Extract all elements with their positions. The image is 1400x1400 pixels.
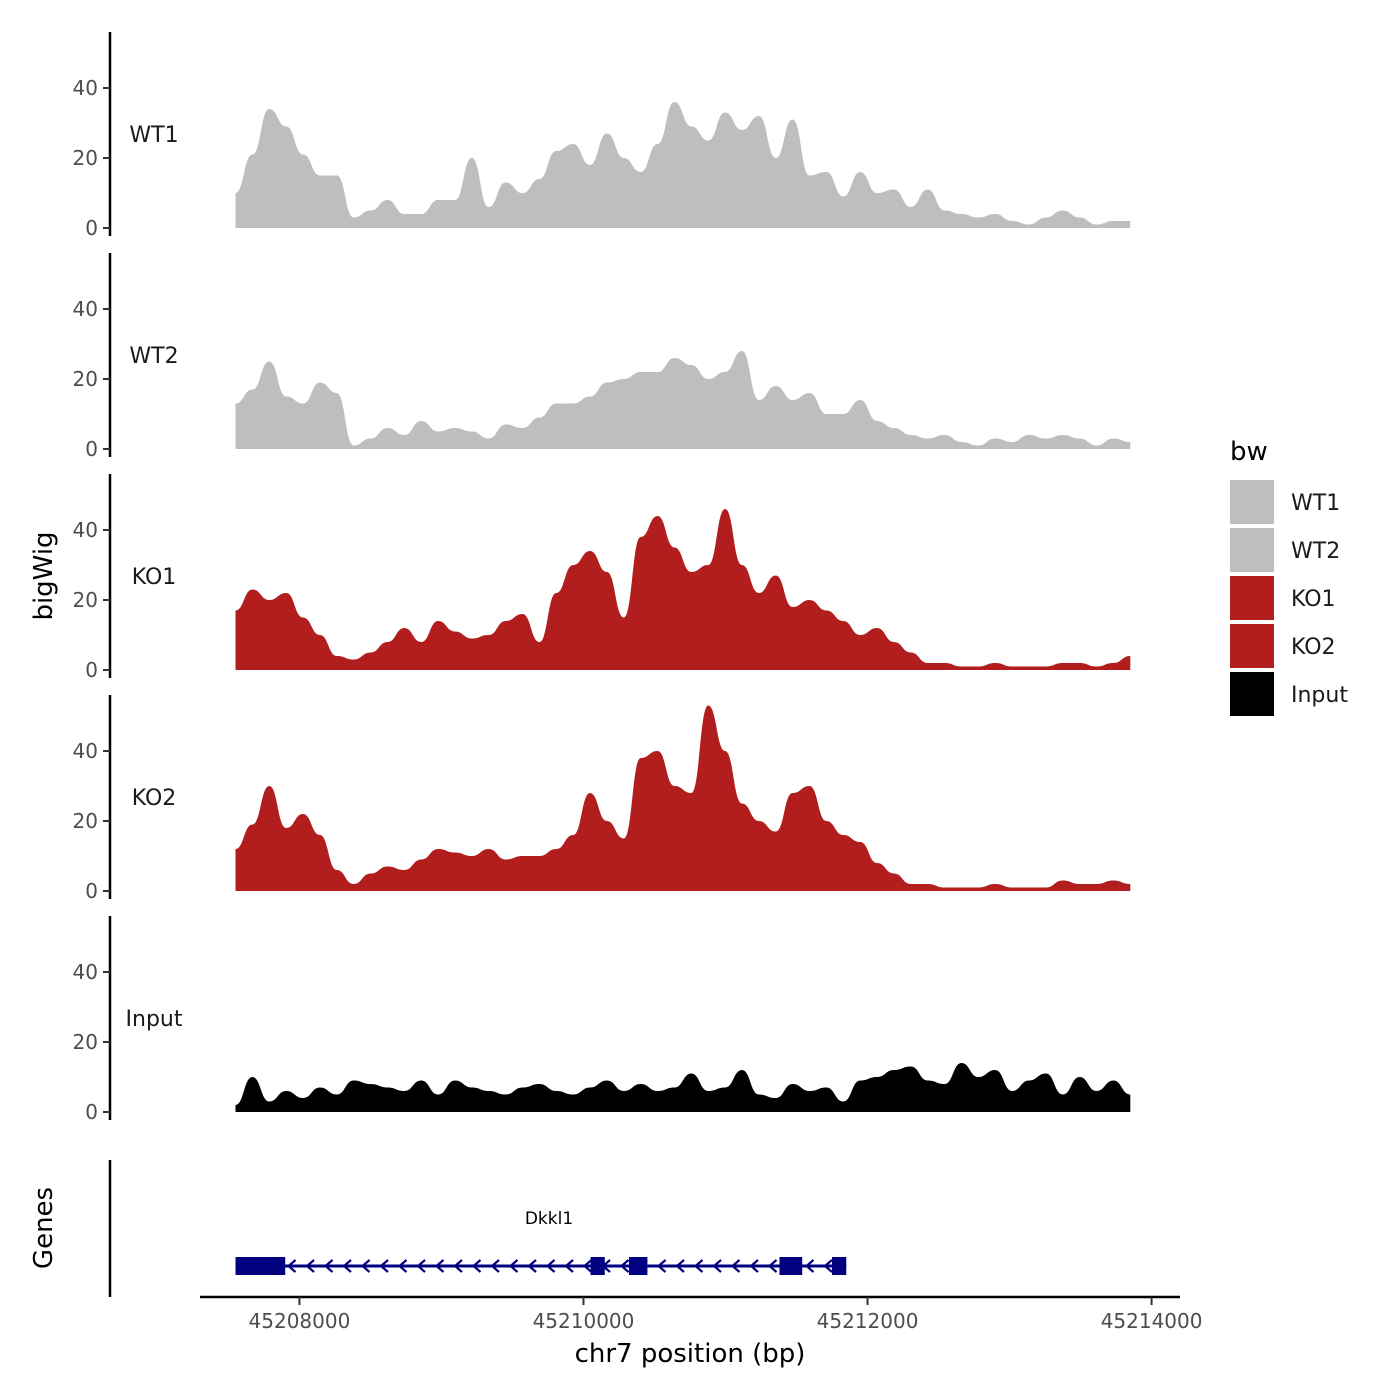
x-axis-title: chr7 position (bp) xyxy=(575,1339,806,1369)
gene-strand-arrow xyxy=(767,1259,778,1273)
track-label: Input xyxy=(126,1007,183,1032)
gene-name-label: Dkkl1 xyxy=(525,1209,573,1229)
gene-exon xyxy=(628,1257,648,1275)
track-input: 0 20 40 Input xyxy=(73,916,1131,1124)
y-tick-label: 20 xyxy=(73,146,98,170)
y-tick-label: 20 xyxy=(73,367,98,391)
gene-strand-arrow xyxy=(305,1259,315,1273)
signal-tracks: 0 20 40 WT1 0 20 40 WT2 0 20 40 KO1 0 20 40 KO2 0 20 40 Inp… xyxy=(73,32,1131,1124)
gene-strand-arrow xyxy=(693,1259,704,1273)
genes-panel: Dkkl1 xyxy=(108,1160,847,1297)
gene-exon xyxy=(590,1257,605,1275)
gene-strand-arrow xyxy=(434,1259,445,1273)
gene-strand-arrow xyxy=(564,1259,574,1273)
x-tick-label: 45212000 xyxy=(817,1309,919,1333)
track-label: WT1 xyxy=(129,123,178,148)
y-tick-label: 40 xyxy=(73,76,98,100)
legend-swatch-ko1 xyxy=(1230,576,1274,620)
legend-label-wt2: WT2 xyxy=(1291,539,1340,564)
gene-exon xyxy=(832,1257,847,1275)
track-label: KO2 xyxy=(132,786,177,811)
legend-swatch-wt2 xyxy=(1230,528,1274,572)
gene-strand-arrow xyxy=(823,1259,833,1273)
signal-area-ko1 xyxy=(235,509,1131,670)
x-axis: 45208000 45210000 45212000 45214000 xyxy=(200,1295,1203,1333)
signal-area-wt1 xyxy=(235,102,1131,228)
y-tick-label: 40 xyxy=(73,960,98,984)
gene-strand-arrow xyxy=(397,1259,408,1273)
gene-exon xyxy=(779,1257,803,1275)
legend-label-ko1: KO1 xyxy=(1291,587,1336,612)
y-tick-label: 0 xyxy=(85,437,98,461)
legend-title: bw xyxy=(1230,437,1268,467)
gene-strand-arrow xyxy=(379,1259,389,1273)
x-tick-label: 45210000 xyxy=(533,1309,635,1333)
gene-strand-arrow xyxy=(730,1259,741,1273)
gene-strand-arrow xyxy=(508,1259,519,1273)
y-tick-label: 20 xyxy=(73,809,98,833)
gene-strand-arrow xyxy=(416,1259,426,1273)
gene-strand-arrow xyxy=(545,1259,556,1273)
gene-strand-arrow xyxy=(323,1259,334,1273)
gene-exon xyxy=(235,1257,286,1275)
y-tick-label: 20 xyxy=(73,588,98,612)
gene-strand-arrow xyxy=(342,1259,352,1273)
signal-area-ko2 xyxy=(235,705,1131,891)
legend-label-ko2: KO2 xyxy=(1291,635,1336,660)
y-axis-title: bigWig xyxy=(29,531,59,620)
legend-label-wt1: WT1 xyxy=(1291,491,1340,516)
gene-strand-arrow xyxy=(675,1259,685,1273)
genes-axis-title: Genes xyxy=(29,1187,59,1269)
signal-area-wt2 xyxy=(235,351,1131,449)
legend-swatch-input xyxy=(1230,672,1274,716)
gene-strand-arrow xyxy=(619,1259,630,1273)
y-tick-label: 0 xyxy=(85,1100,98,1124)
gene-strand-arrow xyxy=(360,1259,371,1273)
y-tick-label: 0 xyxy=(85,879,98,903)
gene-strand-arrow xyxy=(582,1259,593,1273)
gene-strand-arrow xyxy=(286,1259,297,1273)
x-tick-label: 45214000 xyxy=(1101,1309,1203,1333)
gene-strand-arrow xyxy=(804,1259,815,1273)
legend-label-input: Input xyxy=(1291,683,1348,708)
signal-area-input xyxy=(235,1063,1131,1112)
gene-strand-arrow xyxy=(656,1259,667,1273)
y-tick-label: 20 xyxy=(73,1030,98,1054)
y-tick-label: 0 xyxy=(85,658,98,682)
y-tick-label: 40 xyxy=(73,297,98,321)
y-tick-label: 0 xyxy=(85,216,98,240)
track-label: WT2 xyxy=(129,344,178,369)
gene-strand-arrow xyxy=(471,1259,482,1273)
legend: bw WT1 WT2 KO1 KO2 Input xyxy=(1230,437,1348,716)
track-label: KO1 xyxy=(132,565,177,590)
gene-strand-arrow xyxy=(490,1259,500,1273)
y-tick-label: 40 xyxy=(73,739,98,763)
track-ko2: 0 20 40 KO2 xyxy=(73,695,1131,903)
track-wt2: 0 20 40 WT2 xyxy=(73,253,1131,461)
x-tick-label: 45208000 xyxy=(249,1309,351,1333)
gene-strand-arrow xyxy=(712,1259,722,1273)
y-tick-label: 40 xyxy=(73,518,98,542)
legend-swatch-wt1 xyxy=(1230,480,1274,524)
legend-swatch-ko2 xyxy=(1230,624,1274,668)
track-ko1: 0 20 40 KO1 xyxy=(73,474,1131,682)
gene-strand-arrow xyxy=(453,1259,463,1273)
gene-strand-arrow xyxy=(527,1259,537,1273)
gene-strand-arrow xyxy=(749,1259,759,1273)
track-wt1: 0 20 40 WT1 xyxy=(73,32,1131,240)
